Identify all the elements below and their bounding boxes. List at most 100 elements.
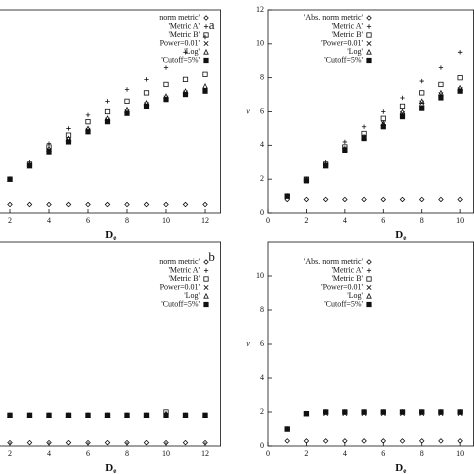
point [303, 178, 310, 184]
x-tick-label: 4 [343, 216, 347, 225]
point [202, 201, 208, 208]
legend-label: 'Metric A' [168, 21, 200, 30]
legend-marker [366, 292, 372, 299]
point [143, 201, 150, 208]
point [85, 201, 91, 208]
legend-marker [366, 57, 372, 64]
point [418, 438, 425, 444]
y-tick-label: 4 [260, 140, 264, 149]
x-tick-label: 6 [381, 449, 385, 458]
point [284, 426, 290, 432]
point [418, 196, 425, 203]
x-tick-label: 10 [162, 449, 170, 458]
point [342, 438, 348, 444]
legend-marker [203, 301, 209, 308]
point [380, 196, 387, 203]
point [399, 103, 406, 110]
point [163, 439, 169, 446]
point [457, 75, 463, 81]
legend-label: norm metric' [159, 13, 200, 22]
point [46, 201, 52, 208]
x-axis-label-main: D [105, 229, 113, 241]
point [361, 196, 367, 203]
point [7, 439, 13, 446]
point [361, 124, 367, 129]
point [438, 89, 444, 96]
x-tick-label: 8 [420, 216, 424, 225]
point [124, 201, 130, 208]
point [202, 412, 208, 419]
plot-frame [0, 9, 222, 214]
point [163, 97, 169, 103]
point [380, 115, 386, 121]
legend-marker [203, 57, 209, 64]
point [303, 438, 310, 444]
legend-marker [366, 268, 372, 273]
point [46, 439, 52, 446]
x-tick-label: 6 [86, 449, 90, 458]
y-tick-label: 6 [260, 106, 264, 115]
x-tick-label: 6 [381, 216, 385, 225]
point [182, 76, 189, 82]
x-tick-label: 2 [8, 449, 12, 458]
legend-label: 'Abs. norm metric' [304, 257, 364, 266]
y-tick-label: 10 [256, 271, 264, 280]
point [381, 109, 386, 114]
legend-label: 'Metric B' [331, 274, 363, 283]
point [143, 439, 150, 446]
point [65, 201, 72, 208]
point [380, 438, 387, 444]
point [399, 113, 406, 120]
point [85, 119, 91, 125]
point [342, 147, 348, 154]
legend-marker [203, 268, 209, 273]
legend-marker [203, 32, 209, 38]
point [438, 438, 444, 444]
legend-marker [366, 32, 372, 38]
point [419, 409, 425, 415]
point [163, 65, 169, 70]
x-axis-label-sub: e [113, 467, 116, 474]
point [419, 105, 425, 111]
y-axis-label: ν [246, 106, 250, 115]
point [457, 196, 463, 203]
x-tick-label: 10 [162, 216, 170, 225]
point [284, 438, 290, 444]
point [419, 90, 425, 96]
point [361, 409, 367, 415]
plot-frame [267, 9, 474, 214]
y-tick-label: 8 [260, 305, 264, 314]
point [26, 201, 33, 208]
x-axis-label-main: D [105, 462, 113, 474]
y-tick-label: 10 [256, 39, 264, 48]
point [361, 438, 367, 444]
point [323, 163, 329, 169]
point [124, 110, 130, 116]
x-tick-label: 8 [125, 449, 129, 458]
point [380, 409, 386, 415]
x-axis-label: De [395, 229, 406, 242]
point [438, 81, 444, 88]
point [323, 409, 329, 415]
x-tick-label: 10 [456, 449, 464, 458]
x-tick-label: 0 [266, 449, 270, 458]
point [457, 409, 463, 415]
point [182, 439, 189, 446]
point [65, 139, 72, 145]
x-axis-label: De [395, 462, 406, 474]
point [202, 83, 208, 89]
point [65, 132, 72, 138]
legend-marker [366, 301, 372, 308]
x-axis-label-sub: e [113, 234, 116, 242]
legend-marker [366, 41, 372, 46]
x-tick-label: 6 [86, 216, 90, 225]
legend-marker [366, 285, 372, 290]
legend-marker [203, 276, 209, 282]
legend-label: 'Cutoff=5%' [324, 299, 363, 308]
point [322, 196, 329, 203]
point [182, 201, 189, 208]
panel-label: b [208, 249, 215, 264]
legend-label: 'Log' [184, 47, 200, 56]
point [457, 438, 463, 444]
